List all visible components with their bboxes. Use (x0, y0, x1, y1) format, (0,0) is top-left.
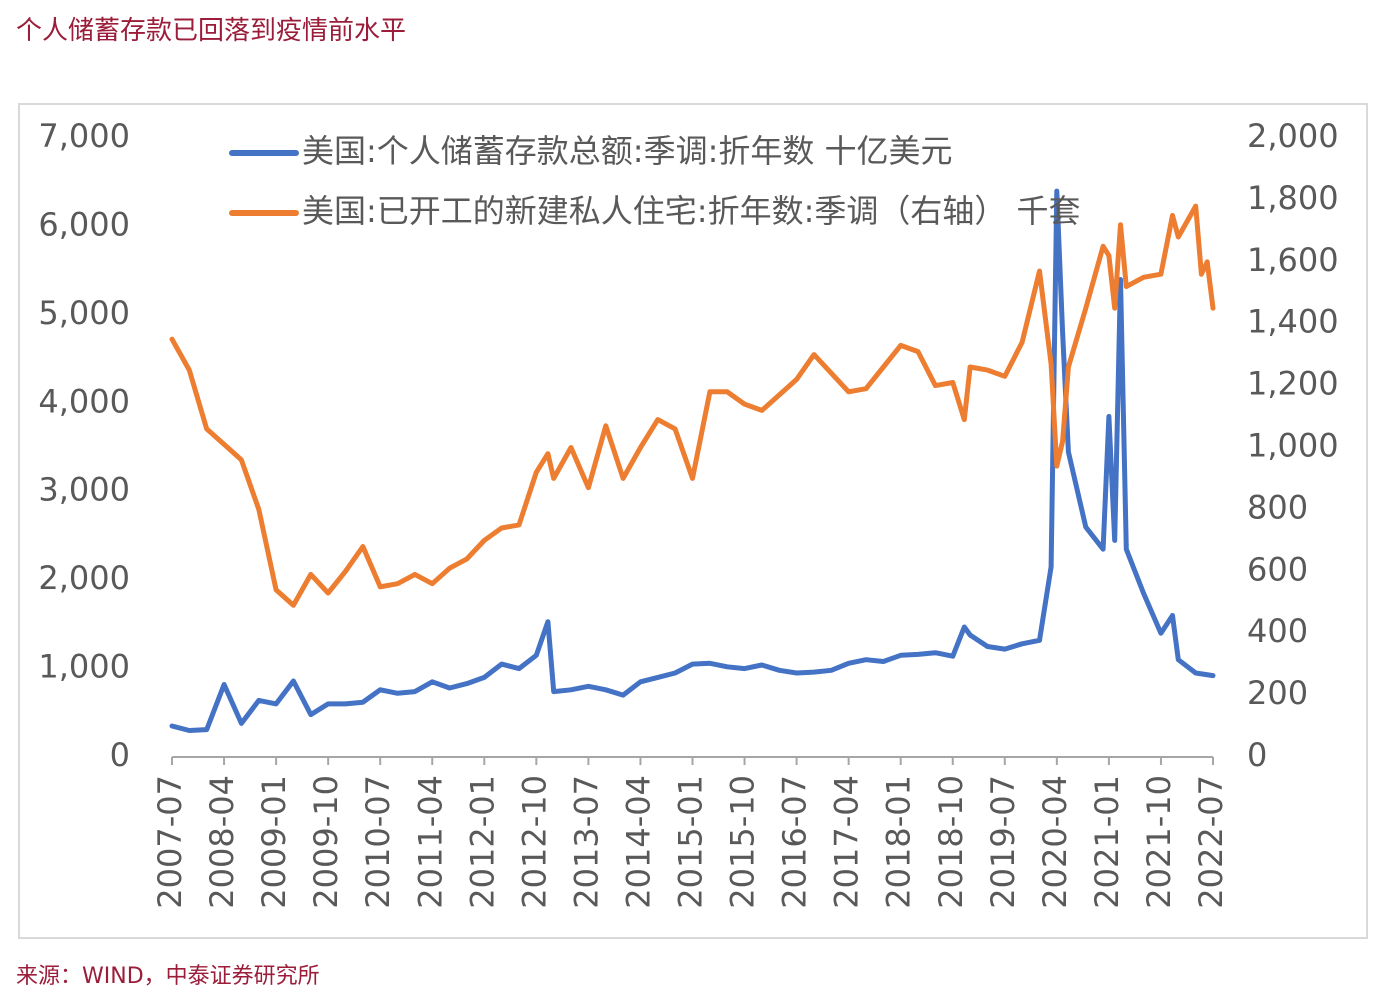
x-tick-label: 2021-01 (1088, 775, 1126, 909)
legend-label: 美国:已开工的新建私人住宅:折年数:季调（右轴） 千套 (302, 192, 1081, 230)
x-tick-label: 2008-04 (203, 775, 241, 909)
y-left-tick-label: 3,000 (38, 471, 130, 509)
x-tick-label: 2009-10 (307, 775, 345, 909)
x-tick-label: 2018-10 (932, 775, 970, 909)
y-left-tick-label: 2,000 (38, 559, 130, 597)
chart-frame (18, 103, 1368, 939)
x-tick-label: 2020-04 (1036, 775, 1074, 909)
source-note: 来源：WIND，中泰证券研究所 (16, 964, 320, 989)
x-tick-label: 2012-01 (463, 775, 501, 909)
y-left-tick-label: 5,000 (38, 294, 130, 332)
x-tick-label: 2015-10 (724, 775, 762, 909)
y-right-tick-label: 1,400 (1247, 303, 1339, 341)
x-tick-label: 2014-04 (619, 775, 657, 909)
x-tick-label: 2012-10 (515, 775, 553, 909)
y-right-tick-label: 1,000 (1247, 427, 1339, 465)
x-tick-label: 2017-04 (828, 775, 866, 909)
x-tick-label: 2015-01 (672, 775, 710, 909)
y-right-tick-label: 1,800 (1247, 179, 1339, 217)
x-tick-label: 2011-04 (411, 775, 449, 909)
x-tick-label: 2019-07 (984, 775, 1022, 909)
chart-lines (169, 188, 1216, 733)
x-tick-label: 2010-07 (359, 775, 397, 909)
legend-label: 美国:个人储蓄存款总额:季调:折年数 十亿美元 (302, 132, 953, 170)
y-right-tick-label: 2,000 (1247, 117, 1339, 155)
y-right-tick-label: 0 (1247, 736, 1267, 774)
y-right-tick-label: 800 (1247, 488, 1308, 526)
x-tick-label: 2016-07 (776, 775, 814, 909)
chart-axes (171, 756, 1214, 765)
y-left-tick-label: 6,000 (38, 205, 130, 243)
x-tick-label: 2013-07 (567, 775, 605, 909)
y-left-tick-label: 0 (110, 736, 130, 774)
x-tick-label: 2007-07 (151, 775, 189, 909)
chart-ticks: 2007-07 2008-04 2009-01 2009-10 2010-07 2011-… (38, 117, 1338, 909)
x-tick-label: 2021-10 (1140, 775, 1178, 909)
x-tick-label: 2018-01 (880, 775, 918, 909)
y-left-tick-label: 1,000 (38, 648, 130, 686)
x-tick-label: 2009-01 (255, 775, 293, 909)
chart-legend: 美国:个人储蓄存款总额:季调:折年数 十亿美元美国:已开工的新建私人住宅:折年数… (229, 132, 1081, 230)
y-right-tick-label: 1,200 (1247, 365, 1339, 403)
y-left-tick-label: 4,000 (38, 382, 130, 420)
y-right-tick-label: 1,600 (1247, 241, 1339, 279)
housing-starts-line (169, 203, 1216, 608)
y-right-tick-label: 600 (1247, 550, 1308, 588)
x-tick-label: 2022-07 (1192, 775, 1230, 909)
savings-line (169, 188, 1216, 733)
y-right-tick-label: 400 (1247, 612, 1308, 650)
y-right-tick-label: 200 (1247, 674, 1308, 712)
y-left-tick-label: 7,000 (38, 117, 130, 155)
chart-title: 个人储蓄存款已回落到疫情前水平 (16, 16, 407, 46)
